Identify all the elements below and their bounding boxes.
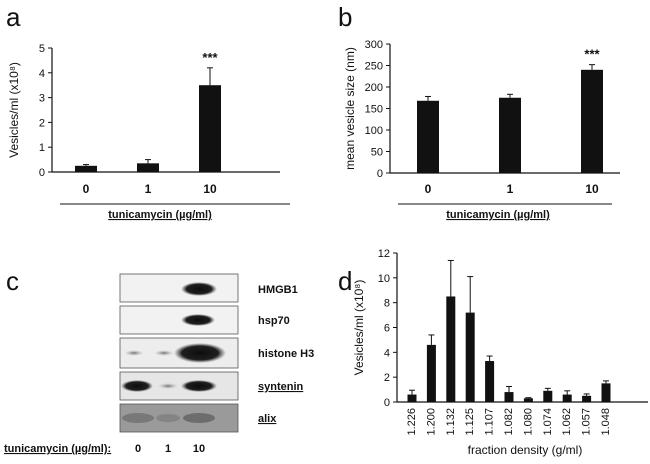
- panel-label-c: c: [6, 266, 19, 296]
- western-blot: HMGB1 hsp70 histone H3 syntenin alix tun…: [4, 273, 314, 455]
- panel-label-b: b: [338, 2, 352, 32]
- blot-strip-hsp70: [119, 305, 239, 335]
- y-tick-label: 150: [365, 104, 383, 116]
- bar: [504, 392, 514, 402]
- y-tick-label: 12: [378, 248, 390, 260]
- bar: [75, 165, 97, 172]
- band-alix-lane2: [156, 414, 180, 422]
- x-tick-label: 1: [145, 182, 152, 196]
- significance-marker: ***: [202, 50, 218, 65]
- y-tick-label: 8: [384, 298, 390, 310]
- x-tick-label: 1: [507, 182, 514, 196]
- y-tick-label: 3: [39, 93, 45, 105]
- band-syntenin-lane1: [121, 380, 153, 392]
- x-axis-title: tunicamycin (µg/ml): [446, 209, 550, 221]
- band-syntenin-lane3: [181, 380, 217, 392]
- y-axis-title: Vesicles/ml (x10⁸): [7, 62, 21, 158]
- band-alix-lane3: [183, 413, 215, 423]
- x-tick-label: 0: [425, 182, 432, 196]
- chart-a: 0 1 2 3 4 5 Vesicles/ml (x10⁸) 0 1 10 *** tunicamyc…: [7, 43, 290, 221]
- y-tick-label: 0: [39, 167, 45, 179]
- bar: [499, 97, 521, 173]
- x-axis-title: fraction density (g/ml): [468, 443, 583, 457]
- x-tick-label: 1.125: [464, 408, 476, 436]
- blot-lane-label-10: 10: [193, 443, 205, 455]
- x-tick-label: 1.062: [561, 408, 573, 436]
- bar: [523, 398, 533, 402]
- y-tick-label: 4: [39, 68, 45, 80]
- y-tick-label: 100: [365, 125, 383, 137]
- blot-label-hsp70: hsp70: [258, 315, 290, 327]
- x-tick-label: 1.107: [484, 408, 496, 436]
- y-axis-title: Vesicles/ml (x10⁸): [352, 280, 366, 376]
- x-tick-label: 1.200: [425, 408, 437, 436]
- x-tick-label: 1.080: [522, 408, 534, 436]
- bar: [407, 394, 417, 402]
- y-tick-label: 1: [39, 142, 45, 154]
- band-histone-lane1: [124, 350, 144, 356]
- x-tick-label: 1.132: [445, 408, 457, 436]
- x-tick-label: 10: [203, 182, 217, 196]
- blot-label-syntenin: syntenin: [258, 381, 304, 393]
- significance-marker: ***: [584, 47, 600, 62]
- bar: [581, 69, 603, 173]
- x-tick-label: 1.074: [542, 408, 554, 436]
- x-tick-label: 1.057: [581, 408, 593, 436]
- panel-label-a: a: [6, 2, 21, 32]
- bar: [137, 163, 159, 172]
- bar: [485, 361, 495, 402]
- band-histone-lane2: [154, 350, 174, 356]
- y-tick-label: 2: [39, 117, 45, 129]
- blot-label-alix: alix: [258, 413, 277, 425]
- y-tick-label: 200: [365, 82, 383, 94]
- y-tick-label: 0: [377, 168, 383, 180]
- y-tick-label: 2: [384, 372, 390, 384]
- blot-axis-label: tunicamycin (µg/ml):: [4, 443, 111, 455]
- y-tick-label: 6: [384, 323, 390, 335]
- y-tick-label: 250: [365, 61, 383, 73]
- band-syntenin-lane2: [158, 383, 178, 389]
- y-axis-title: mean vesicle size (nm): [343, 47, 357, 170]
- band-hsp70-lane3: [181, 314, 215, 326]
- y-tick-label: 50: [371, 147, 383, 159]
- bar: [417, 100, 439, 173]
- blot-label-hmgb1: HMGB1: [258, 284, 298, 296]
- band-alix-lane1: [122, 413, 154, 423]
- y-tick-label: 300: [365, 39, 383, 51]
- y-tick-label: 0: [384, 397, 390, 409]
- blot-lane-label-0: 0: [135, 443, 141, 455]
- bar: [601, 383, 611, 402]
- bar: [199, 85, 221, 172]
- bar: [446, 296, 456, 402]
- y-tick-label: 10: [378, 273, 390, 285]
- panel-label-d: d: [338, 266, 352, 296]
- blot-strip-hmgb1: [119, 273, 239, 303]
- x-tick-label: 10: [585, 182, 599, 196]
- bar: [582, 395, 592, 402]
- x-tick-label: 1.048: [600, 408, 612, 436]
- x-tick-label: 0: [83, 182, 90, 196]
- x-axis-title: tunicamycin (µg/ml): [108, 209, 212, 221]
- bar: [465, 312, 475, 402]
- y-tick-label: 5: [39, 43, 45, 55]
- y-tick-label: 4: [384, 347, 390, 359]
- band-histone-lane3: [174, 343, 226, 363]
- bar: [562, 394, 572, 402]
- bar: [426, 344, 436, 402]
- chart-d: 0 2 4 6 8 10 12 Vesicles/ml (x10⁸) 1.226 1.200 1.1…: [352, 248, 648, 457]
- x-tick-label: 1.082: [503, 408, 515, 436]
- band-hmgb1-lane3: [181, 282, 217, 296]
- blot-label-histone-h3: histone H3: [258, 348, 314, 360]
- blot-lane-label-1: 1: [165, 443, 171, 455]
- bar: [543, 390, 553, 402]
- x-tick-label: 1.226: [406, 408, 418, 436]
